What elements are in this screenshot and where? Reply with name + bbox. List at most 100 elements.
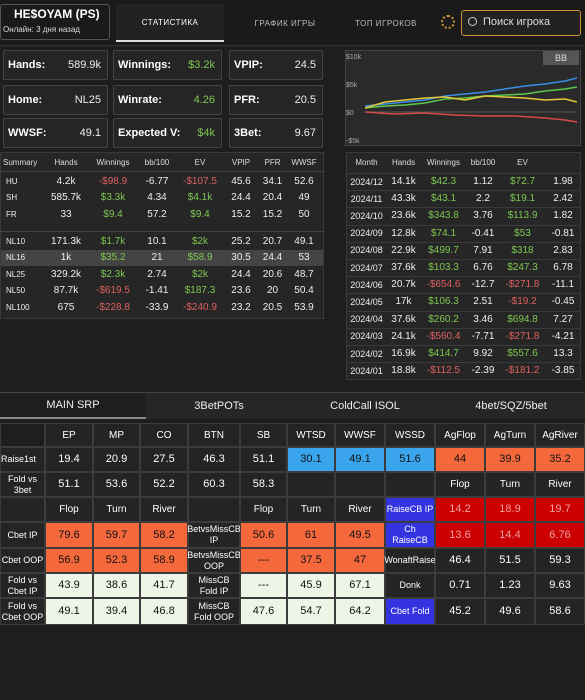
raise-label: RaiseCB IP — [385, 497, 435, 522]
position-header: CO — [140, 423, 188, 447]
grid-cell — [0, 423, 45, 447]
month-cell: -2.39 — [471, 365, 495, 377]
month-cell: $74.1 — [430, 227, 457, 239]
misscb-label: BetvsMissCB OOP — [187, 548, 241, 573]
month-cell: 2.51 — [473, 296, 493, 308]
summary-header: PFR — [264, 157, 281, 167]
summary-cell: 49.1 — [294, 235, 314, 247]
month-cell: $72.7 — [509, 176, 536, 187]
month-cell: -4.21 — [551, 330, 575, 342]
player-status: Онлайн: 3 дня назад — [3, 25, 80, 34]
raise-value: 14.4 — [485, 522, 535, 548]
raise-value: 46.4 — [435, 548, 485, 573]
summary-cell: -6.77 — [145, 175, 169, 187]
month-header: Winnings — [427, 157, 460, 167]
graph-lines — [365, 77, 577, 123]
summary-cell: -$98.9 — [98, 175, 128, 187]
months-panel — [346, 152, 581, 380]
section-tab[interactable]: MAIN SRP — [0, 393, 146, 419]
month-cell: 2024/12 — [350, 176, 383, 187]
summary-cell: 20.7 — [262, 235, 283, 247]
section-tab[interactable]: 3BetPOTs — [194, 400, 244, 412]
summary-cell: 4.34 — [147, 192, 167, 204]
month-divider — [347, 190, 580, 192]
nav-tab[interactable]: ГРАФИК ИГРЫ — [254, 18, 316, 28]
raise-label: Ch RaiseCB — [385, 522, 435, 548]
misscb-label: MissCB Fold IP — [188, 573, 240, 598]
raise-value: 0.71 — [435, 573, 485, 598]
month-cell: -12.7 — [471, 279, 495, 291]
graph-tick-label: $0 — [346, 109, 354, 117]
section-tab[interactable]: ColdCall ISOL — [330, 400, 400, 412]
month-divider — [347, 293, 580, 295]
search-box[interactable] — [461, 10, 581, 36]
position-header: BTN — [188, 423, 240, 447]
misscb-label: MissCB Fold OOP — [188, 598, 240, 625]
month-cell: 2.42 — [553, 193, 573, 205]
summary-cell: 1k — [60, 252, 72, 264]
row-label: Fold vs 3bet — [0, 472, 45, 497]
raise-value: 51.5 — [485, 548, 535, 573]
stat-box — [3, 118, 108, 148]
summary-cell: 15.2 — [231, 208, 251, 220]
aggression-value: 44 — [435, 447, 485, 472]
grid-cell — [0, 497, 45, 522]
stat-box — [229, 50, 323, 80]
summary-cell: -$228.8 — [96, 301, 130, 313]
grid-cell — [385, 472, 435, 497]
summary-cell: 50 — [298, 208, 310, 220]
month-cell: $106.3 — [428, 296, 459, 308]
month-cell: -$271.8 — [505, 330, 540, 342]
month-cell: 2024/08 — [350, 245, 383, 256]
section-tab[interactable]: 4bet/SQZ/5bet — [475, 400, 547, 412]
summary-cell: SH — [6, 193, 18, 203]
month-cell: 14.1k — [391, 176, 416, 187]
nav-tab[interactable]: СТАТИСТИКА — [116, 4, 224, 42]
month-cell: -3.85 — [551, 365, 575, 377]
stat-value: 49.1 — [79, 127, 101, 139]
month-cell: 2024/11 — [350, 193, 383, 204]
summary-cell: 21 — [151, 252, 163, 264]
stat-box — [113, 118, 222, 148]
graph-bb-button[interactable]: BB — [543, 51, 579, 65]
cbet-label: Cbet OOP — [0, 548, 45, 573]
raise-value: 14.2 — [435, 497, 485, 522]
summary-cell: 33 — [60, 208, 72, 220]
month-cell: $42.3 — [430, 176, 457, 187]
summary-cell: $9.4 — [103, 208, 123, 220]
month-cell: -$271.8 — [505, 279, 540, 291]
cbet-value: 59.7 — [93, 522, 140, 548]
summary-cell: 24.4 — [231, 192, 251, 204]
gear-icon[interactable] — [441, 15, 455, 29]
month-divider — [347, 276, 580, 278]
showdown-value: 51.6 — [385, 447, 435, 472]
month-cell: 20.7k — [391, 279, 416, 291]
player-box — [0, 4, 110, 40]
position-value: 19.4 — [45, 447, 93, 472]
month-cell: 22.9k — [391, 244, 416, 256]
position-value: 27.5 — [140, 447, 188, 472]
player-name: HE$OYAM (PS) — [14, 7, 100, 21]
summary-cell: $2k — [191, 235, 209, 247]
position-value: 60.3 — [188, 472, 240, 497]
month-cell: 23.6k — [391, 210, 416, 222]
summary-cell: 585.7k — [50, 192, 82, 204]
stat-label: Hands: — [8, 59, 46, 71]
summary-cell: 329.2k — [50, 268, 82, 280]
month-cell: -7.71 — [471, 330, 495, 342]
month-header: EV — [517, 157, 528, 167]
month-cell: 2024/02 — [350, 348, 383, 359]
misscb-value: 45.9 — [287, 573, 335, 598]
summary-divider — [0, 231, 324, 232]
summary-cell: 2.74 — [147, 268, 167, 280]
nav-tab[interactable]: ТОП ИГРОКОВ — [355, 18, 417, 28]
month-cell: 37.6k — [391, 313, 416, 325]
summary-cell: NL100 — [6, 302, 30, 312]
month-cell: $43.1 — [430, 193, 457, 205]
cbet-value: 39.4 — [93, 598, 140, 625]
month-cell: 17k — [395, 296, 412, 308]
raise-label: Cbet Fold — [385, 598, 435, 625]
aggression-header: AgFlop — [435, 423, 485, 447]
misscb-value: 54.7 — [287, 598, 335, 625]
summary-cell: $1.7k — [100, 235, 126, 247]
